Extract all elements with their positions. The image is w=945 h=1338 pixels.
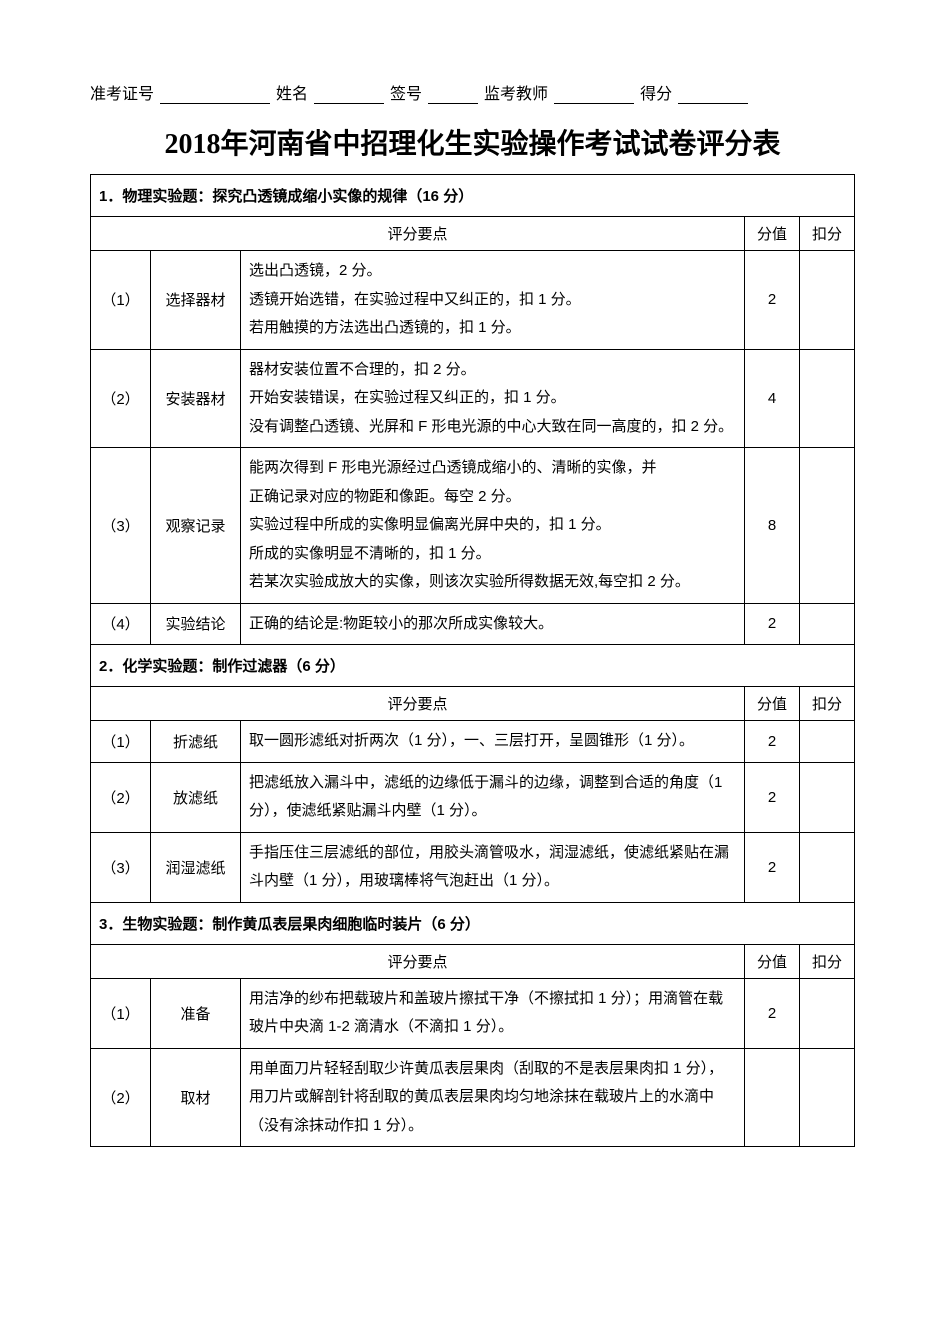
col-header-criteria: 评分要点	[91, 687, 745, 721]
col-header-points: 分值	[745, 944, 800, 978]
row-step: 准备	[151, 978, 241, 1048]
row-step: 润湿滤纸	[151, 832, 241, 902]
col-header-deduct: 扣分	[800, 217, 855, 251]
row-index: （1）	[91, 721, 151, 763]
label-exam-id: 准考证号	[90, 80, 154, 104]
row-deduct[interactable]	[800, 251, 855, 350]
row-criteria: 手指压住三层滤纸的部位，用胶头滴管吸水，润湿滤纸，使滤纸紧贴在漏斗内壁（1 分）…	[241, 832, 745, 902]
row-step: 折滤纸	[151, 721, 241, 763]
scoring-table: 1．物理实验题：探究凸透镜成缩小实像的规律（16 分）评分要点分值扣分（1）选择…	[90, 174, 855, 1147]
row-index: （2）	[91, 762, 151, 832]
label-score: 得分	[640, 80, 672, 104]
row-step: 安装器材	[151, 349, 241, 448]
row-deduct[interactable]	[800, 832, 855, 902]
section-heading: 3．生物实验题：制作黄瓜表层果肉细胞临时装片（6 分）	[91, 902, 855, 944]
row-points	[745, 1048, 800, 1147]
row-step: 放滤纸	[151, 762, 241, 832]
blank-invigilator[interactable]	[554, 86, 634, 104]
label-invigilator: 监考教师	[484, 80, 548, 104]
section-heading: 2．化学实验题：制作过滤器（6 分）	[91, 645, 855, 687]
row-step: 观察记录	[151, 448, 241, 604]
row-criteria: 正确的结论是:物距较小的那次所成实像较大。	[241, 603, 745, 645]
section-heading: 1．物理实验题：探究凸透镜成缩小实像的规律（16 分）	[91, 175, 855, 217]
row-points: 2	[745, 762, 800, 832]
label-name: 姓名	[276, 80, 308, 104]
row-criteria: 能两次得到 F 形电光源经过凸透镜成缩小的、清晰的实像，并正确记录对应的物距和像…	[241, 448, 745, 604]
row-criteria: 把滤纸放入漏斗中，滤纸的边缘低于漏斗的边缘，调整到合适的角度（1 分），使滤纸紧…	[241, 762, 745, 832]
col-header-criteria: 评分要点	[91, 944, 745, 978]
col-header-points: 分值	[745, 687, 800, 721]
row-criteria: 用单面刀片轻轻刮取少许黄瓜表层果肉（刮取的不是表层果肉扣 1 分），用刀片或解剖…	[241, 1048, 745, 1147]
row-criteria: 选出凸透镜，2 分。透镜开始选错，在实验过程中又纠正的，扣 1 分。若用触摸的方…	[241, 251, 745, 350]
blank-name[interactable]	[314, 86, 384, 104]
row-deduct[interactable]	[800, 349, 855, 448]
row-deduct[interactable]	[800, 1048, 855, 1147]
row-deduct[interactable]	[800, 978, 855, 1048]
row-index: （3）	[91, 448, 151, 604]
col-header-points: 分值	[745, 217, 800, 251]
row-deduct[interactable]	[800, 762, 855, 832]
row-index: （4）	[91, 603, 151, 645]
row-index: （1）	[91, 251, 151, 350]
row-index: （2）	[91, 1048, 151, 1147]
header-fields: 准考证号 姓名 签号 监考教师 得分	[90, 80, 855, 104]
row-criteria: 取一圆形滤纸对折两次（1 分），一、三层打开，呈圆锥形（1 分）。	[241, 721, 745, 763]
label-sign: 签号	[390, 80, 422, 104]
row-index: （1）	[91, 978, 151, 1048]
row-index: （2）	[91, 349, 151, 448]
row-criteria: 用洁净的纱布把载玻片和盖玻片擦拭干净（不擦拭扣 1 分）；用滴管在载玻片中央滴 …	[241, 978, 745, 1048]
row-index: （3）	[91, 832, 151, 902]
row-step: 取材	[151, 1048, 241, 1147]
row-points: 4	[745, 349, 800, 448]
col-header-deduct: 扣分	[800, 687, 855, 721]
row-points: 8	[745, 448, 800, 604]
row-step: 实验结论	[151, 603, 241, 645]
row-deduct[interactable]	[800, 448, 855, 604]
row-points: 2	[745, 251, 800, 350]
row-deduct[interactable]	[800, 603, 855, 645]
col-header-criteria: 评分要点	[91, 217, 745, 251]
blank-exam-id[interactable]	[160, 86, 270, 104]
row-points: 2	[745, 721, 800, 763]
row-step: 选择器材	[151, 251, 241, 350]
blank-sign[interactable]	[428, 86, 478, 104]
row-criteria: 器材安装位置不合理的，扣 2 分。开始安装错误，在实验过程又纠正的，扣 1 分。…	[241, 349, 745, 448]
row-points: 2	[745, 978, 800, 1048]
row-points: 2	[745, 603, 800, 645]
page-title: 2018年河南省中招理化生实验操作考试试卷评分表	[90, 122, 855, 162]
blank-score[interactable]	[678, 86, 748, 104]
row-deduct[interactable]	[800, 721, 855, 763]
row-points: 2	[745, 832, 800, 902]
col-header-deduct: 扣分	[800, 944, 855, 978]
